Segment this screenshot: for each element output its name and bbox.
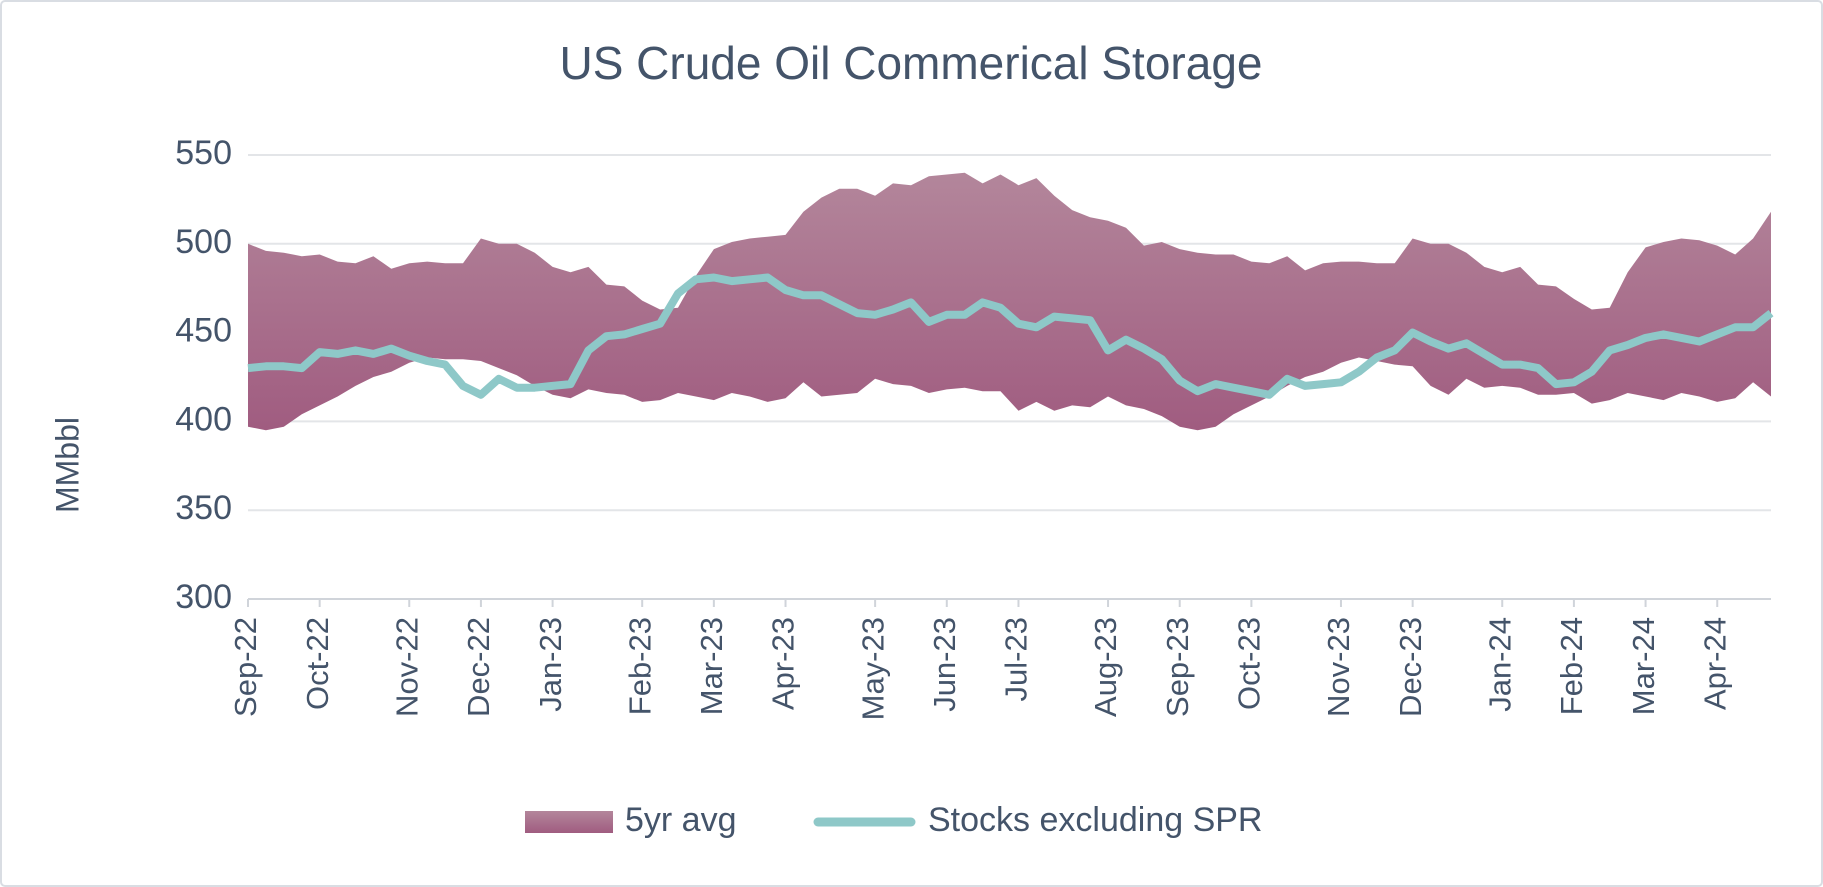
- x-tick-label: Sep-23: [1160, 617, 1195, 717]
- x-tick-label: May-23: [855, 617, 890, 720]
- x-tick-label: Mar-24: [1626, 617, 1661, 715]
- axes: 300 350 400 450 500 550 Sep-22 Oct-22 Nov-22 Dec-…: [175, 134, 1732, 720]
- x-tick-label: Nov-22: [389, 617, 424, 717]
- y-tick-label: 450: [175, 312, 232, 350]
- y-tick-label: 550: [175, 134, 232, 172]
- x-tick-label: Mar-23: [694, 617, 729, 715]
- x-tick-label: Feb-23: [622, 617, 657, 715]
- legend-swatch: [525, 811, 613, 833]
- x-tick-label: Apr-23: [766, 617, 801, 710]
- line: [247, 273, 1774, 399]
- legend-label: Stocks excluding SPR: [928, 801, 1263, 839]
- legend: 5yr avg Stocks excluding SPR: [525, 801, 1263, 839]
- x-tick-label: Sep-22: [228, 617, 263, 717]
- x-tick-label: Oct-22: [300, 617, 335, 710]
- y-tick-label: 400: [175, 400, 232, 438]
- x-tick-label: Apr-24: [1697, 617, 1732, 710]
- x-tick-label: Jan-24: [1482, 617, 1517, 712]
- x-tick-label: Oct-23: [1232, 617, 1267, 710]
- x-tick-label: Jun-23: [927, 617, 962, 712]
- x-tick-label: Dec-22: [461, 617, 496, 717]
- y-axis-title: MMbbl: [49, 417, 85, 513]
- x-tick-label: Aug-23: [1088, 617, 1123, 717]
- x-tick-label: Dec-23: [1393, 617, 1428, 717]
- y-tick-label: 300: [175, 578, 232, 616]
- x-tick-label: Nov-23: [1321, 617, 1356, 717]
- x-tick-label: Feb-24: [1554, 617, 1589, 715]
- x-tick-label: Jul-23: [999, 617, 1034, 701]
- range-area: [248, 172, 1771, 431]
- y-tick-label: 350: [175, 489, 232, 527]
- chart-title: US Crude Oil Commerical Storage: [559, 37, 1262, 89]
- y-tick-label: 500: [175, 223, 232, 261]
- x-tick-label: Jan-23: [533, 617, 568, 712]
- legend-label: 5yr avg: [625, 801, 737, 839]
- plot: [247, 172, 1774, 431]
